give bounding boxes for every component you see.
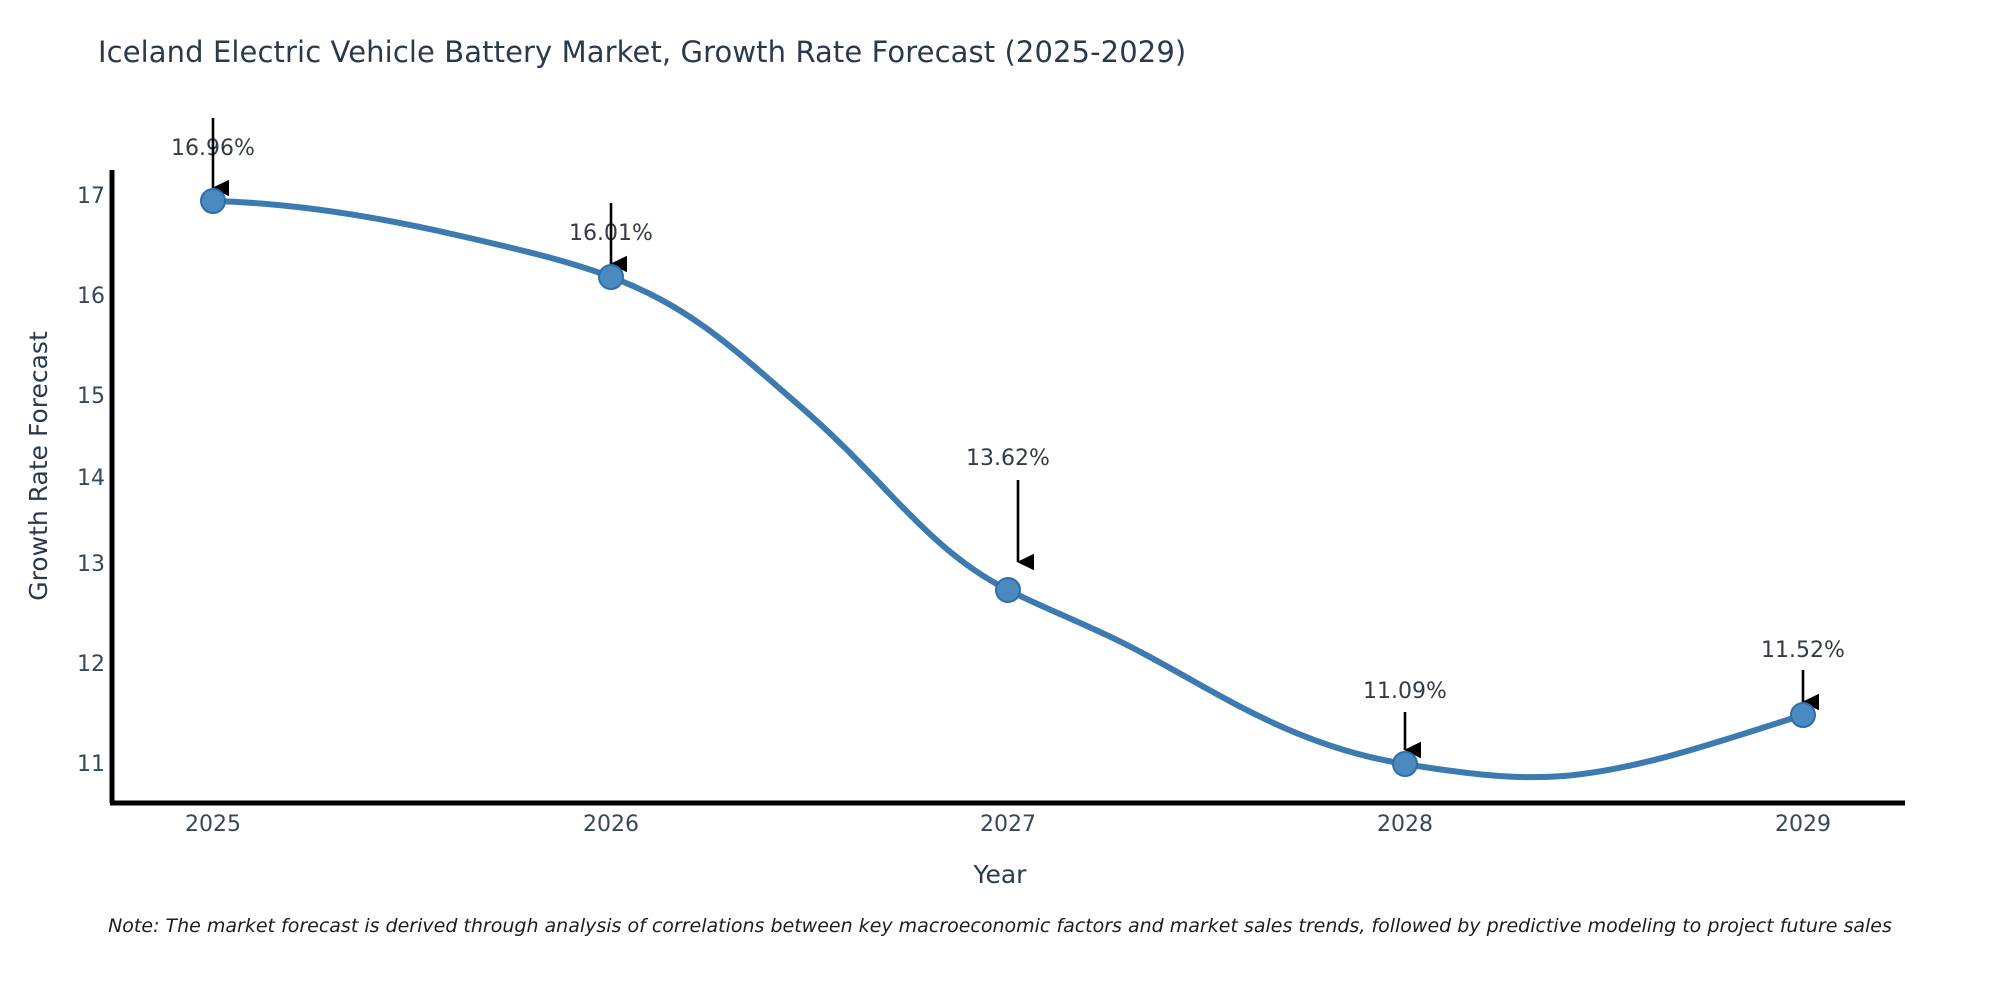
- x-tick-label: 2025: [185, 812, 241, 837]
- y-tick-label: 16: [77, 284, 105, 309]
- chart-title: Iceland Electric Vehicle Battery Market,…: [98, 35, 1187, 69]
- y-tick-label: 12: [77, 652, 105, 677]
- x-axis-title: Year: [973, 860, 1027, 889]
- x-tick-label: 2028: [1377, 812, 1433, 837]
- data-point-marker[interactable]: [598, 264, 624, 290]
- x-tick-label: 2027: [980, 812, 1036, 837]
- data-label: 13.62%: [966, 446, 1050, 471]
- data-point-marker[interactable]: [1790, 702, 1816, 728]
- y-tick-label: 11: [77, 752, 105, 777]
- x-tick-label: 2029: [1775, 812, 1831, 837]
- series-line: [210, 198, 1806, 781]
- y-tick-label: 17: [77, 184, 105, 209]
- data-point-marker[interactable]: [1392, 751, 1418, 777]
- data-point-marker[interactable]: [995, 577, 1021, 603]
- y-tick-label: 13: [77, 552, 105, 577]
- data-label: 11.52%: [1761, 638, 1845, 663]
- y-tick-label: 15: [77, 384, 105, 409]
- data-point-marker[interactable]: [200, 188, 226, 214]
- y-tick-label: 14: [77, 466, 105, 491]
- data-label: 11.09%: [1363, 679, 1447, 704]
- x-tick-label: 2026: [583, 812, 639, 837]
- chart-footnote: Note: The market forecast is derived thr…: [108, 915, 1892, 937]
